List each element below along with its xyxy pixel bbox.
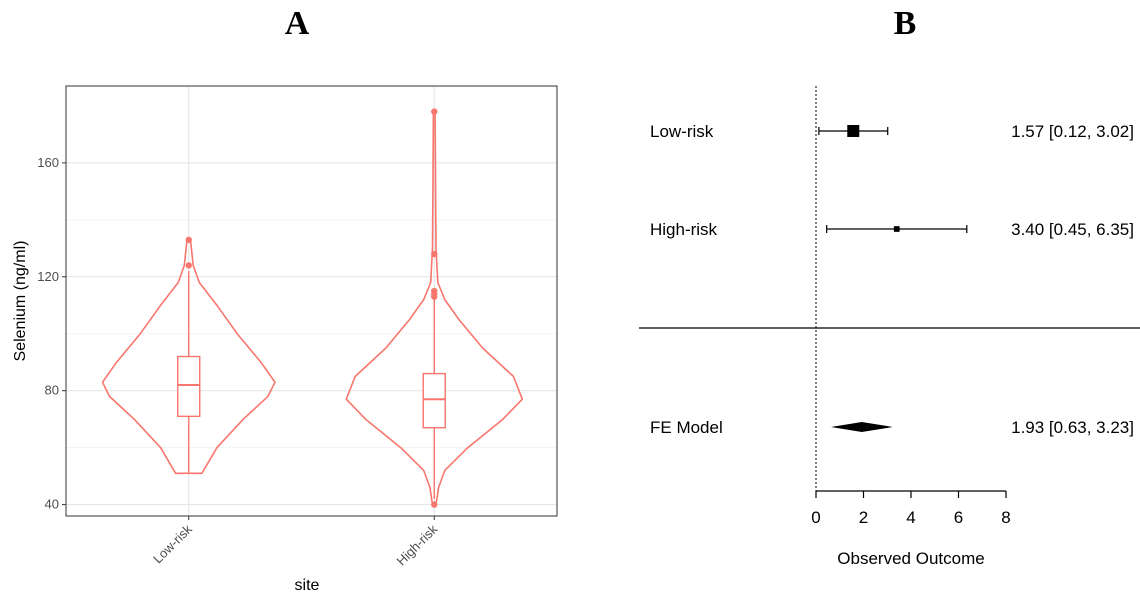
y-tick-label: 160 [37,155,59,170]
study-label: Low-risk [650,122,714,141]
effect-text: 3.40 [0.45, 6.35] [1011,220,1134,239]
outlier-point [431,287,438,295]
effect-square [893,226,900,232]
x-axis-title: Observed Outcome [837,549,984,568]
x-tick-label: 4 [906,508,915,527]
y-tick-label: 120 [37,269,59,284]
forest-rows: Low-risk 1.57 [0.12, 3.02] High-risk 3.40 [… [650,86,1134,491]
panel-label-a: A [285,5,310,42]
x-tick-label: 8 [1001,508,1010,527]
x-tick-label: Low-risk [150,521,195,566]
plot-background [66,86,557,516]
x-tick-label: High-risk [393,521,440,568]
panel-label-b: B [894,5,917,42]
y-axis-title: Selenium (ng/ml) [12,241,29,362]
effect-square [847,125,860,137]
plot-border [65,85,558,517]
outlier-point [431,108,438,115]
box [177,355,201,418]
violin-plot-panel: 40 80 120 160 Low-risk High-risk site Seleni… [12,85,558,594]
y-tick-label: 80 [45,383,59,398]
x-axis-ticks: Low-risk High-risk [150,516,441,568]
y-tick-label: 40 [45,497,59,512]
forest-plot-panel: Low-risk 1.57 [0.12, 3.02] High-risk 3.40 [… [639,86,1140,568]
summary-diamond [830,422,893,432]
x-axis-title: site [295,577,320,594]
summary-label: FE Model [650,418,723,437]
study-label: High-risk [650,220,718,239]
box [422,372,446,429]
outlier-point [431,250,438,258]
effect-text: 1.57 [0.12, 3.02] [1011,122,1134,141]
outlier-point [185,262,192,269]
summary-text: 1.93 [0.63, 3.23] [1011,418,1134,437]
outlier-point [431,501,438,508]
y-axis-ticks: 40 80 120 160 [37,155,66,512]
x-tick-label: 2 [859,508,868,527]
violin-layer [101,108,524,508]
x-tick-label: 0 [811,508,820,527]
x-axis: 0 2 4 6 8 [811,490,1011,527]
outlier-point [185,236,192,243]
x-tick-label: 6 [954,508,963,527]
